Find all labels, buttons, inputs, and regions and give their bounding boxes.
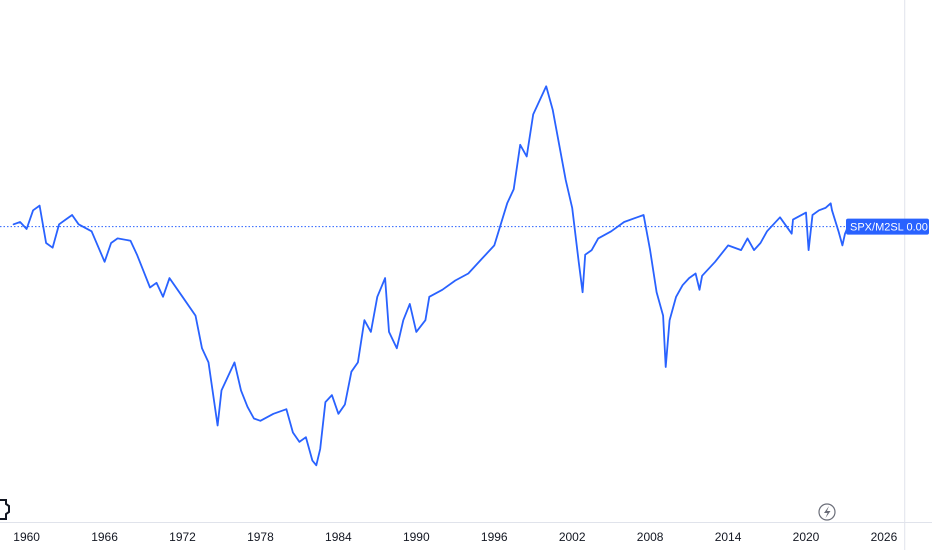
x-tick-label: 2008 (637, 530, 664, 544)
series-line-spx-m2sl (12, 85, 850, 467)
lightning-icon[interactable] (818, 503, 836, 521)
lightning-icon-bolt (824, 506, 831, 518)
x-tick-label: 1960 (13, 530, 40, 544)
last-value-badge-bg (846, 218, 929, 235)
x-tick-label: 1972 (169, 530, 196, 544)
last-value-badge-text: SPX/M2SL 0.00 (850, 222, 928, 234)
logo-outline (0, 499, 10, 520)
tradingview-logo-icon[interactable] (0, 499, 10, 520)
x-tick-label: 1978 (247, 530, 274, 544)
x-tick-label: 1990 (403, 530, 430, 544)
x-tick-label: 2002 (559, 530, 586, 544)
last-value-badge: SPX/M2SL 0.00 (846, 218, 929, 235)
x-tick-label: 1984 (325, 530, 352, 544)
x-tick-label: 2014 (715, 530, 742, 544)
x-tick-label: 2020 (793, 530, 820, 544)
x-axis-ticks: 1960 1966 1972 1978 1984 1990 1996 2002 2008 2014… (13, 530, 897, 544)
x-tick-label: 1966 (91, 530, 118, 544)
x-tick-label: 1996 (481, 530, 508, 544)
x-tick-label: 2026 (871, 530, 898, 544)
